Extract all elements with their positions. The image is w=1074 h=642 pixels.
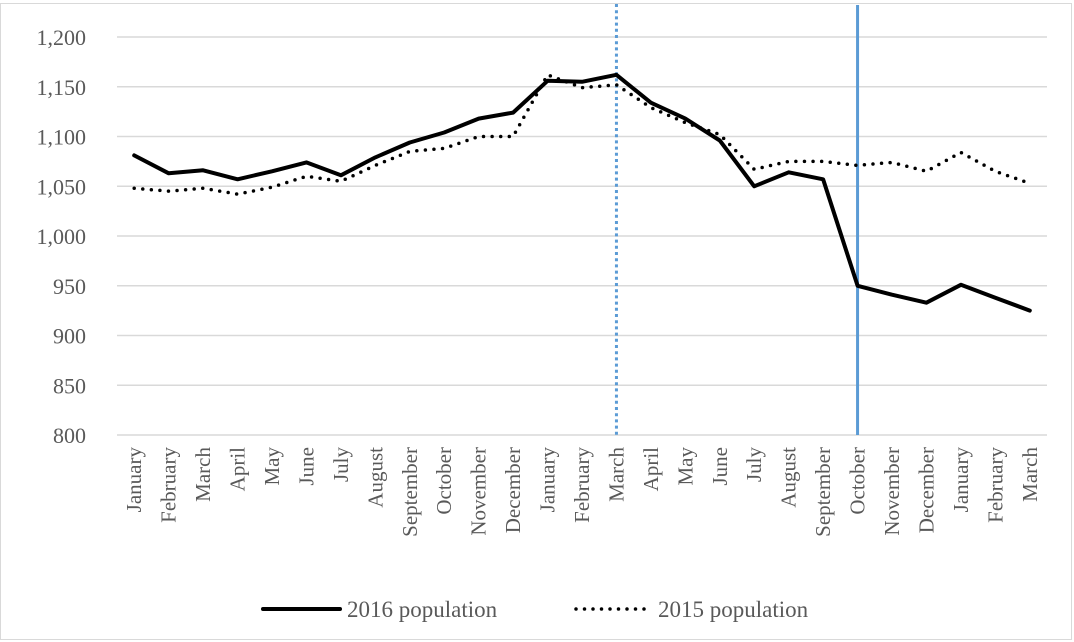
x-tick-label: May <box>673 447 697 486</box>
x-tick-label: November <box>880 447 904 536</box>
x-tick-label: February <box>157 447 181 523</box>
y-tick-label: 1,150 <box>37 75 87 100</box>
x-tick-label: February <box>570 447 594 523</box>
x-tick-label: November <box>467 447 491 536</box>
x-tick-label: May <box>260 447 284 486</box>
x-tick-label: January <box>949 447 973 513</box>
x-tick-label: January <box>536 447 560 513</box>
y-axis-ticks: 800 850 900 950 1,000 1,050 1,100 1,150 1,200 <box>37 25 87 448</box>
x-tick-label: January <box>122 447 146 513</box>
reference-lines <box>614 4 860 435</box>
x-tick-label: September <box>811 447 835 537</box>
x-tick-label: March <box>1018 447 1042 502</box>
y-tick-label: 1,000 <box>37 224 87 249</box>
x-axis-ticks: January February March April May June July Augu… <box>122 447 1042 537</box>
x-tick-label: October <box>432 447 456 515</box>
series-lines <box>132 72 1032 313</box>
x-tick-label: March <box>191 447 215 502</box>
series-line-2016 <box>132 72 1032 313</box>
legend-label-2015: 2015 population <box>658 597 809 622</box>
y-tick-label: 850 <box>53 373 86 398</box>
x-tick-label: March <box>604 447 628 502</box>
x-tick-label: April <box>639 447 663 491</box>
x-tick-label: December <box>501 447 525 533</box>
x-tick-label: April <box>226 447 250 491</box>
y-tick-label: 800 <box>53 423 86 448</box>
legend: 2016 population 2015 population <box>261 597 809 622</box>
x-tick-label: July <box>329 447 353 483</box>
x-tick-label: August <box>777 447 801 508</box>
gridlines <box>117 36 1047 436</box>
chart-frame <box>0 3 1072 640</box>
x-tick-label: August <box>363 447 387 508</box>
y-tick-label: 950 <box>53 274 86 299</box>
series-line-2015 <box>132 73 1032 196</box>
y-tick-label: 1,100 <box>37 125 87 150</box>
x-tick-label: July <box>742 447 766 483</box>
x-tick-label: June <box>708 447 732 486</box>
y-tick-label: 900 <box>53 324 86 349</box>
legend-label-2016: 2016 population <box>347 597 498 622</box>
x-tick-label: December <box>914 447 938 533</box>
y-tick-label: 1,050 <box>37 174 87 199</box>
y-tick-label: 1,200 <box>37 25 87 50</box>
x-tick-label: October <box>846 447 870 515</box>
x-tick-label: June <box>294 447 318 486</box>
x-tick-label: September <box>398 447 422 537</box>
x-tick-label: February <box>983 447 1007 523</box>
